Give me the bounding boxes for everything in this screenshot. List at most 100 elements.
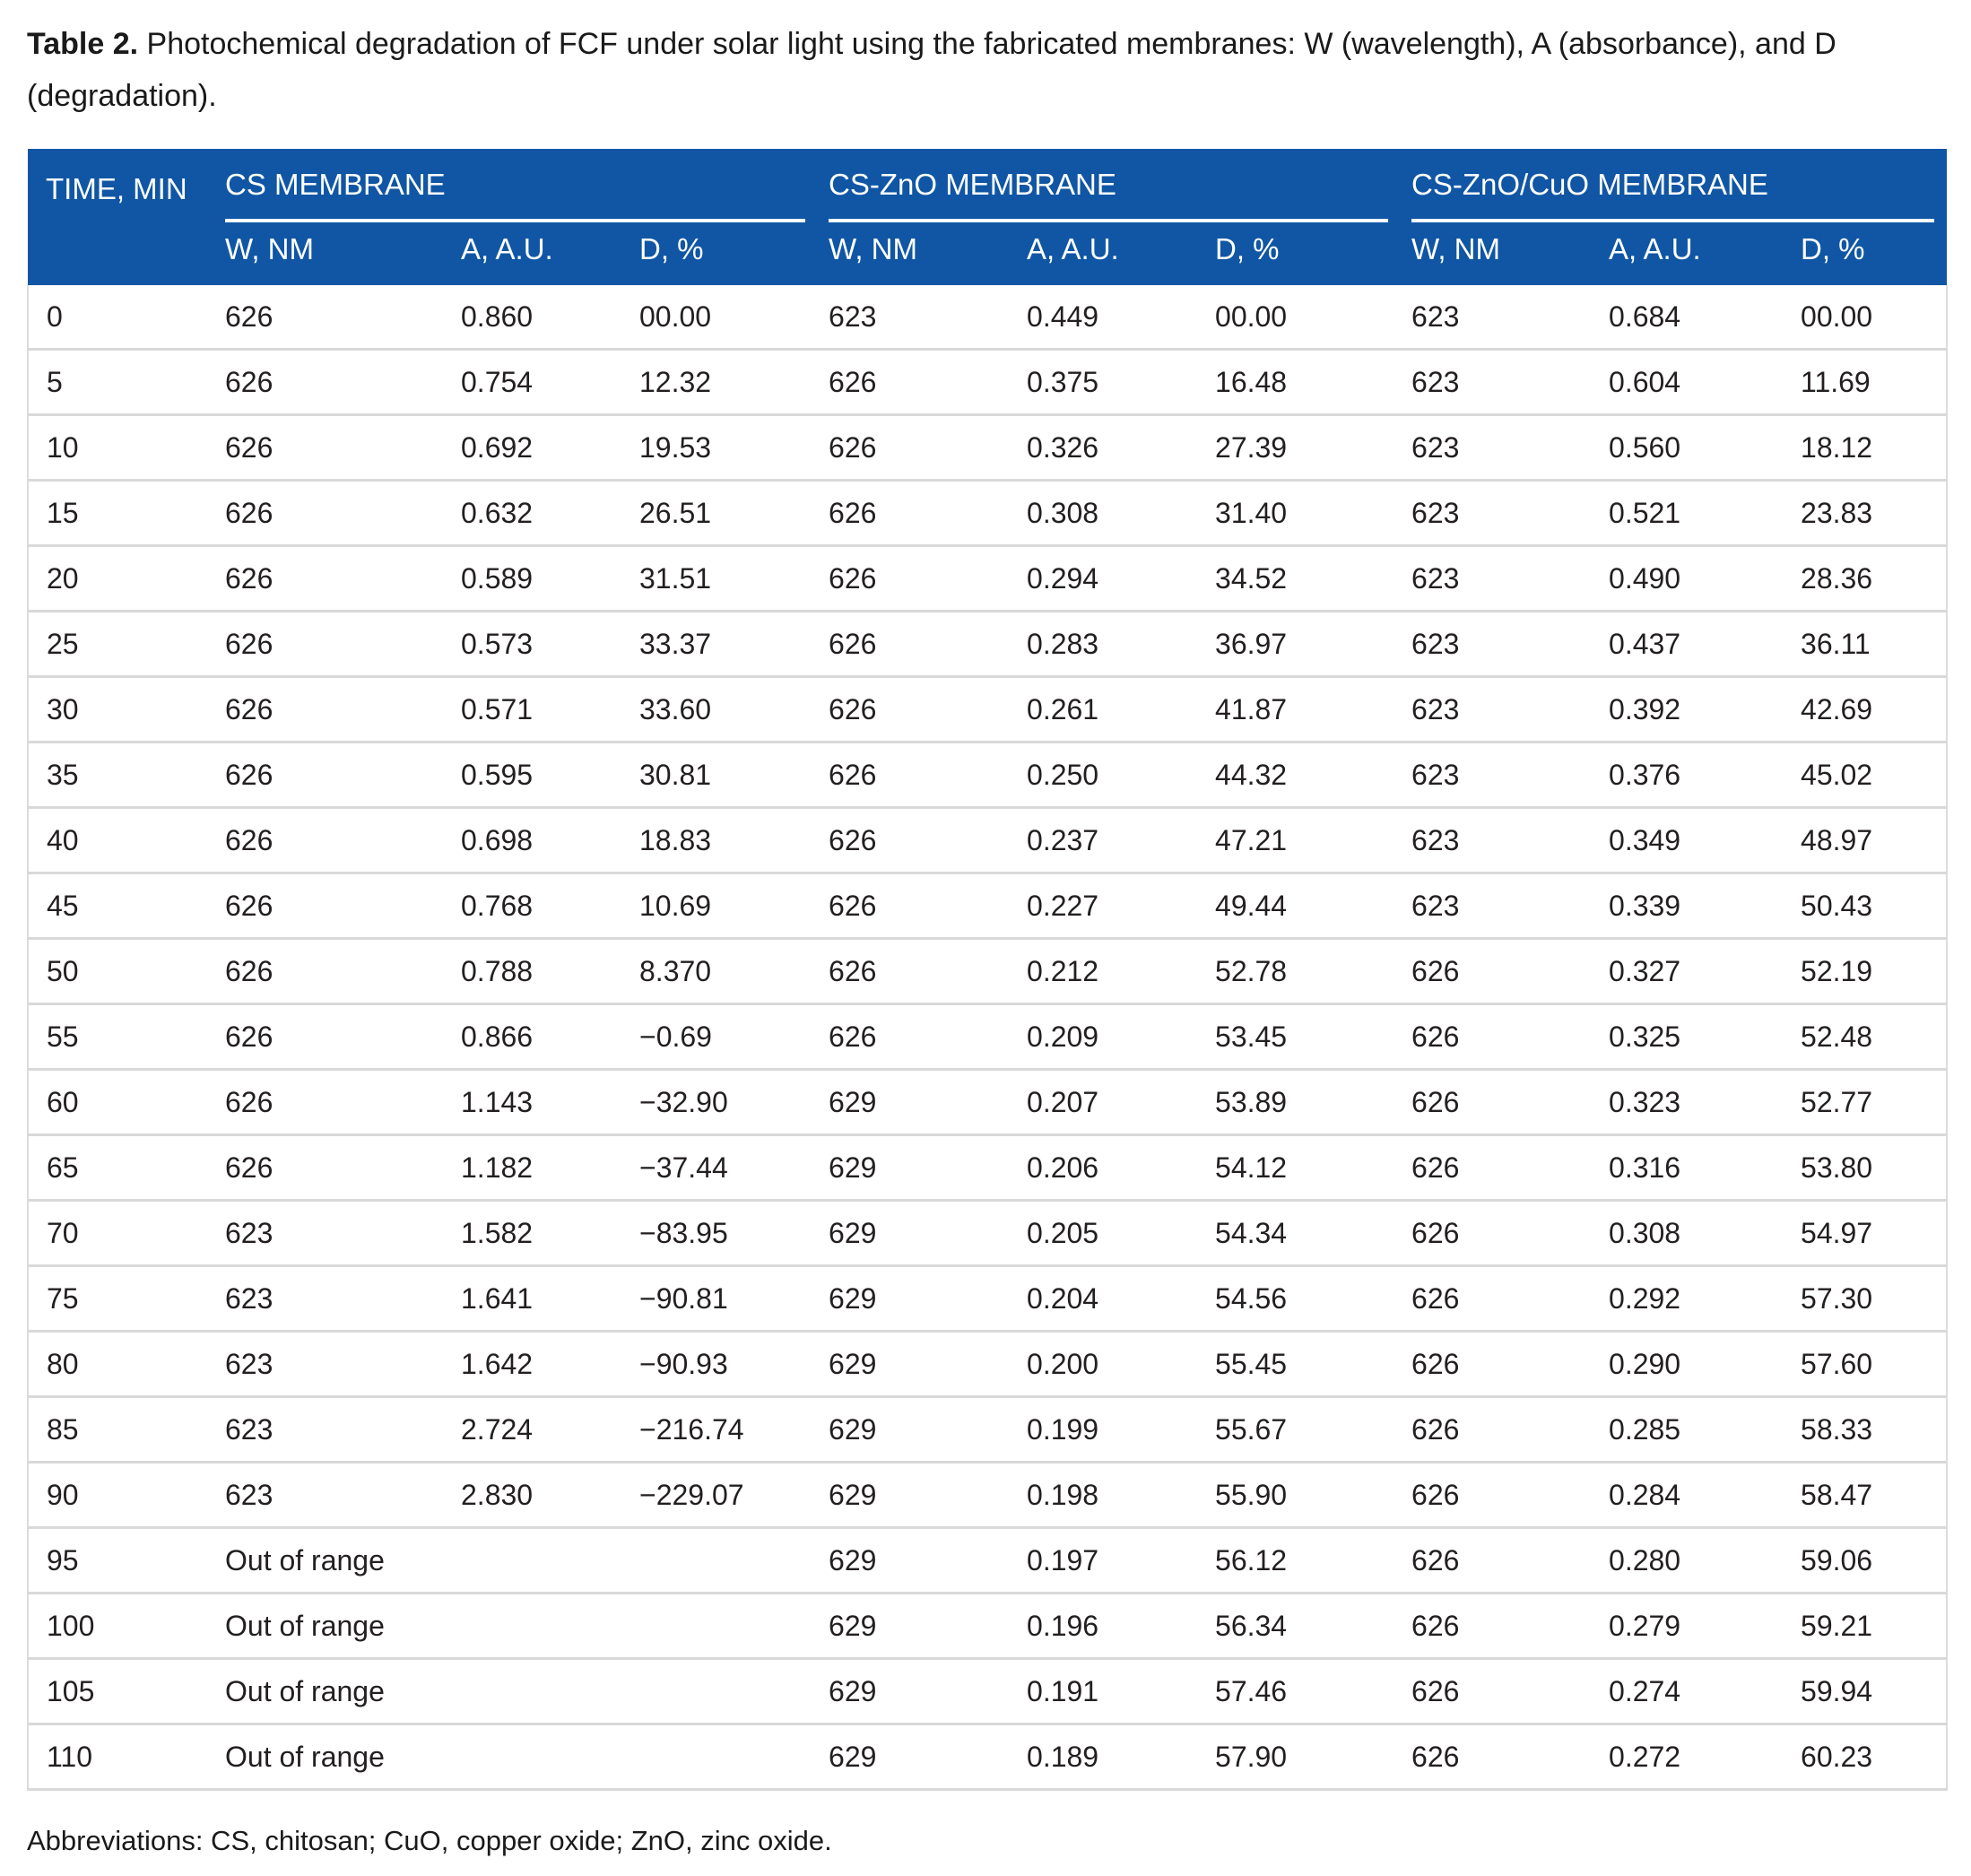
cell-csznocuo-absorbance: 0.490 — [1589, 545, 1782, 612]
cell-csznocuo-absorbance: 0.339 — [1589, 873, 1782, 940]
cell-cs-degradation: −37.44 — [620, 1134, 810, 1202]
group-header-row: TIME, MIN CS MEMBRANE CS-ZnO MEMBRANE CS… — [28, 149, 1948, 285]
cell-cszno-absorbance: 0.204 — [1007, 1265, 1196, 1333]
cell-csznocuo-absorbance: 0.437 — [1589, 611, 1782, 678]
cell-cs-absorbance: 0.589 — [441, 545, 620, 612]
cell-cs-wavelength: 626 — [205, 349, 441, 416]
cell-time: 30 — [27, 676, 205, 743]
table-row: 55 626 0.866 −0.69 626 0.209 53.45 626 0… — [27, 1003, 1949, 1071]
cell-csznocuo-degradation: 57.30 — [1781, 1265, 1949, 1333]
cell-cszno-wavelength: 626 — [809, 414, 1008, 482]
cell-cs-degradation: 31.51 — [620, 545, 810, 612]
cell-csznocuo-degradation: 52.77 — [1781, 1069, 1949, 1136]
cell-cs-wavelength: 626 — [205, 285, 441, 351]
table-row: 0 626 0.860 00.00 623 0.449 00.00 623 0.… — [27, 285, 1949, 351]
cell-csznocuo-wavelength: 623 — [1392, 676, 1590, 743]
cell-csznocuo-wavelength: 623 — [1392, 742, 1590, 809]
cell-cs-wavelength: 623 — [205, 1265, 441, 1333]
cell-time: 95 — [27, 1527, 205, 1594]
cell-cszno-wavelength: 629 — [809, 1527, 1008, 1594]
cell-cs-wavelength: 626 — [205, 611, 441, 678]
cell-cszno-absorbance: 0.294 — [1007, 545, 1196, 612]
cell-csznocuo-wavelength: 623 — [1392, 545, 1590, 612]
cell-cs-wavelength: 626 — [205, 1003, 441, 1071]
abbreviations-note: Abbreviations: CS, chitosan; CuO, copper… — [27, 1825, 832, 1856]
cell-cs-absorbance: 0.866 — [441, 1003, 620, 1071]
cell-csznocuo-degradation: 48.97 — [1781, 807, 1949, 874]
cell-cs-degradation: 10.69 — [620, 873, 810, 940]
cell-cszno-degradation: 57.46 — [1195, 1658, 1393, 1725]
cell-cszno-wavelength: 629 — [809, 1265, 1008, 1333]
table-row: 95 Out of range 629 0.197 56.12 626 0.28… — [27, 1527, 1949, 1594]
cell-cszno-absorbance: 0.227 — [1007, 873, 1196, 940]
table-row: 30 626 0.571 33.60 626 0.261 41.87 623 0… — [27, 676, 1949, 743]
cell-cszno-absorbance: 0.449 — [1007, 285, 1196, 351]
cell-cs-wavelength: Out of range — [205, 1724, 441, 1791]
group-header-csznocuo: CS-ZnO/CuO MEMBRANE — [1392, 149, 1948, 222]
cell-cszno-absorbance: 0.209 — [1007, 1003, 1196, 1071]
table-row: 70 623 1.582 −83.95 629 0.205 54.34 626 … — [27, 1200, 1949, 1267]
cell-cs-degradation: −32.90 — [620, 1069, 810, 1136]
cell-cszno-degradation: 36.97 — [1195, 611, 1393, 678]
cell-csznocuo-absorbance: 0.292 — [1589, 1265, 1782, 1333]
cell-cszno-absorbance: 0.375 — [1007, 349, 1196, 416]
table-caption-text: Photochemical degradation of FCF under s… — [27, 27, 1836, 113]
cell-cszno-wavelength: 629 — [809, 1069, 1008, 1136]
cell-time: 40 — [27, 807, 205, 874]
cell-csznocuo-degradation: 52.48 — [1781, 1003, 1949, 1071]
cell-cszno-degradation: 54.56 — [1195, 1265, 1393, 1333]
cell-time: 85 — [27, 1396, 205, 1463]
cell-csznocuo-wavelength: 626 — [1392, 1462, 1590, 1529]
cell-csznocuo-absorbance: 0.279 — [1589, 1593, 1782, 1660]
group-header-cs: CS MEMBRANE — [205, 149, 810, 222]
table-row: 40 626 0.698 18.83 626 0.237 47.21 623 0… — [27, 807, 1949, 874]
cell-cs-degradation: 19.53 — [620, 414, 810, 482]
cell-csznocuo-degradation: 53.80 — [1781, 1134, 1949, 1202]
cell-csznocuo-degradation: 60.23 — [1781, 1724, 1949, 1791]
cell-cszno-absorbance: 0.283 — [1007, 611, 1196, 678]
cell-csznocuo-wavelength: 623 — [1392, 285, 1590, 351]
cell-cszno-absorbance: 0.196 — [1007, 1593, 1196, 1660]
cell-csznocuo-wavelength: 626 — [1392, 1134, 1590, 1202]
cell-cszno-absorbance: 0.212 — [1007, 938, 1196, 1005]
cell-cszno-degradation: 53.89 — [1195, 1069, 1393, 1136]
cell-cszno-absorbance: 0.206 — [1007, 1134, 1196, 1202]
cell-csznocuo-degradation: 28.36 — [1781, 545, 1949, 612]
cell-cs-degradation: 12.32 — [620, 349, 810, 416]
cell-csznocuo-wavelength: 626 — [1392, 938, 1590, 1005]
cell-csznocuo-absorbance: 0.323 — [1589, 1069, 1782, 1136]
cell-cszno-absorbance: 0.250 — [1007, 742, 1196, 809]
cell-cs-wavelength: 626 — [205, 676, 441, 743]
table-body: 0 626 0.860 00.00 623 0.449 00.00 623 0.… — [27, 285, 1949, 1791]
cell-cszno-degradation: 55.45 — [1195, 1331, 1393, 1398]
table-row: 75 623 1.641 −90.81 629 0.204 54.56 626 … — [27, 1265, 1949, 1333]
table-row: 20 626 0.589 31.51 626 0.294 34.52 623 0… — [27, 545, 1949, 612]
cell-cs-degradation: −83.95 — [620, 1200, 810, 1267]
cell-cszno-wavelength: 629 — [809, 1331, 1008, 1398]
cell-csznocuo-wavelength: 623 — [1392, 480, 1590, 547]
cell-cs-wavelength: 626 — [205, 742, 441, 809]
cell-cszno-degradation: 55.67 — [1195, 1396, 1393, 1463]
cell-cszno-degradation: 52.78 — [1195, 938, 1393, 1005]
cell-cszno-absorbance: 0.197 — [1007, 1527, 1196, 1594]
cell-csznocuo-wavelength: 626 — [1392, 1396, 1590, 1463]
cell-cs-degradation: 8.370 — [620, 938, 810, 1005]
cell-cszno-degradation: 56.34 — [1195, 1593, 1393, 1660]
cell-cs-degradation: 33.37 — [620, 611, 810, 678]
cell-csznocuo-degradation: 58.47 — [1781, 1462, 1949, 1529]
cell-csznocuo-absorbance: 0.560 — [1589, 414, 1782, 482]
cell-cs-degradation: −216.74 — [620, 1396, 810, 1463]
cell-csznocuo-degradation: 50.43 — [1781, 873, 1949, 940]
cell-cs-absorbance: 0.754 — [441, 349, 620, 416]
cell-cszno-degradation: 53.45 — [1195, 1003, 1393, 1071]
table-row: 35 626 0.595 30.81 626 0.250 44.32 623 0… — [27, 742, 1949, 809]
cell-cs-wavelength: 626 — [205, 480, 441, 547]
table-row: 45 626 0.768 10.69 626 0.227 49.44 623 0… — [27, 873, 1949, 940]
cell-cs-wavelength: Out of range — [205, 1593, 441, 1660]
cell-cs-degradation: 30.81 — [620, 742, 810, 809]
cell-csznocuo-absorbance: 0.521 — [1589, 480, 1782, 547]
cell-cszno-degradation: 47.21 — [1195, 807, 1393, 874]
cell-csznocuo-wavelength: 623 — [1392, 349, 1590, 416]
cell-cs-wavelength: 626 — [205, 1134, 441, 1202]
cell-csznocuo-degradation: 36.11 — [1781, 611, 1949, 678]
